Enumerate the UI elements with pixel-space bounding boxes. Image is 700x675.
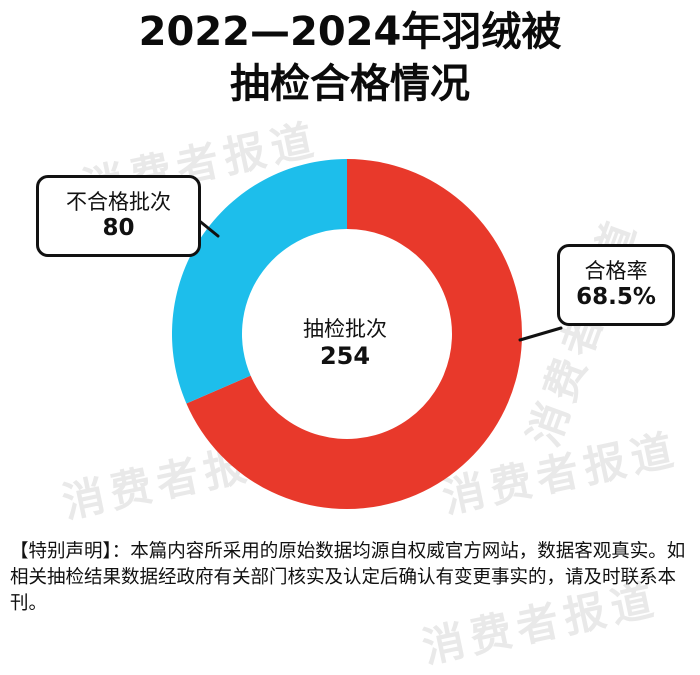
callout-unqualified: 不合格批次 80: [36, 175, 201, 257]
slice-qualified: [186, 159, 523, 510]
callout-line-rate: [518, 326, 563, 342]
title-line-1: 2022—2024年羽绒被: [138, 9, 562, 55]
callout-pass-rate: 合格率 68.5%: [557, 244, 675, 326]
slice-unqualified: [172, 159, 347, 404]
callout-pass-rate-value: 68.5%: [576, 284, 656, 310]
center-label-text: 抽检批次: [303, 317, 387, 341]
disclaimer: 【特别声明】：本篇内容所采用的原始数据均源自权威官方网站，数据客观真实。如相关抽…: [10, 541, 686, 614]
title-line-2: 抽检合格情况: [230, 61, 470, 107]
center-label: 抽检批次 254: [280, 316, 410, 370]
chart-title: 2022—2024年羽绒被 抽检合格情况: [0, 6, 700, 110]
callout-unqualified-label: 不合格批次: [66, 190, 171, 214]
center-label-value: 254: [319, 342, 371, 370]
callout-pass-rate-label: 合格率: [584, 259, 648, 283]
callout-unqualified-value: 80: [102, 215, 135, 241]
donut-chart: [172, 159, 563, 510]
